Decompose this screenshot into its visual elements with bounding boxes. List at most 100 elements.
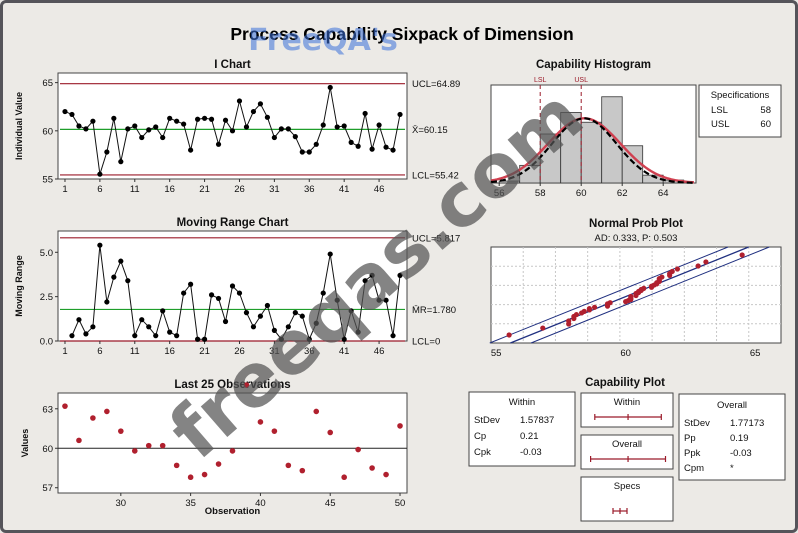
probability-point — [592, 305, 597, 310]
interval-label: Overall — [612, 439, 642, 450]
overall-stat-value: 1.77173 — [730, 418, 764, 429]
data-point — [146, 324, 151, 329]
data-point — [76, 123, 81, 128]
data-point — [69, 112, 74, 117]
x-tick-label: 55 — [491, 348, 502, 359]
data-point — [237, 98, 242, 103]
observation-point — [90, 415, 96, 421]
x-tick-label: 6 — [97, 184, 102, 195]
chart-title: I Chart — [214, 59, 251, 71]
interval-label: Specs — [614, 481, 641, 492]
x-tick-label: 41 — [339, 184, 350, 195]
data-point — [90, 119, 95, 124]
data-point — [62, 109, 67, 114]
probability-point — [740, 252, 745, 257]
data-point — [97, 243, 102, 248]
data-point — [223, 118, 228, 123]
observation-point — [146, 443, 152, 449]
y-tick-label: 63 — [42, 404, 53, 415]
x-tick-label: 50 — [395, 498, 406, 509]
watermark-top: FreeQA's — [248, 23, 398, 58]
y-axis-label: Values — [20, 429, 30, 458]
data-point — [125, 126, 130, 131]
data-point — [195, 337, 200, 342]
observation-point — [76, 438, 82, 444]
data-point — [132, 123, 137, 128]
data-point — [174, 333, 179, 338]
observation-point — [313, 409, 319, 415]
data-point — [181, 121, 186, 126]
chart-title: Normal Prob Plot — [589, 218, 683, 230]
data-point — [167, 330, 172, 335]
x-tick-label: 21 — [199, 346, 210, 357]
lcl-label: LCL=0 — [412, 337, 440, 348]
data-point — [335, 124, 340, 129]
probability-point — [659, 274, 664, 279]
probability-point — [566, 318, 571, 323]
observation-point — [272, 428, 278, 434]
data-point — [83, 126, 88, 131]
plot-area — [58, 73, 407, 179]
data-point — [272, 135, 277, 140]
probability-point — [670, 269, 675, 274]
specifications-title: Specifications — [711, 90, 770, 101]
observation-point — [132, 448, 138, 454]
probability-point — [641, 286, 646, 291]
x-tick-label: 6 — [97, 346, 102, 357]
data-point — [97, 172, 102, 177]
probability-point — [703, 259, 708, 264]
data-point — [286, 126, 291, 131]
data-point — [237, 290, 242, 295]
data-point — [244, 310, 249, 315]
data-point — [321, 122, 326, 127]
probability-point — [540, 325, 545, 330]
spec-name: LSL — [711, 105, 728, 116]
observation-point — [369, 465, 375, 471]
data-point — [370, 147, 375, 152]
x-tick-label: 16 — [164, 346, 175, 357]
data-point — [328, 85, 333, 90]
overall-stat-name: StDev — [684, 418, 710, 429]
data-point — [251, 109, 256, 114]
data-point — [244, 124, 249, 129]
within-stat-value: -0.03 — [520, 447, 542, 458]
data-point — [293, 134, 298, 139]
data-point — [83, 331, 88, 336]
data-point — [209, 117, 214, 122]
data-point — [202, 116, 207, 121]
data-point — [397, 112, 402, 117]
data-point — [146, 127, 151, 132]
probability-point — [582, 309, 587, 314]
probability-point — [696, 263, 701, 268]
data-point — [167, 116, 172, 121]
x-tick-label: 16 — [164, 184, 175, 195]
data-point — [139, 135, 144, 140]
data-point — [300, 149, 305, 154]
x-tick-label: 1 — [62, 184, 67, 195]
capability-plot-group: Capability Plot Within StDev 1.57837 Cp 0.21 C… — [469, 377, 785, 521]
data-point — [383, 145, 388, 150]
spec-name: USL — [711, 119, 729, 130]
observation-point — [355, 447, 361, 453]
data-point — [202, 337, 207, 342]
data-point — [160, 308, 165, 313]
data-point — [230, 128, 235, 133]
probability-point — [574, 312, 579, 317]
observation-point — [383, 472, 389, 478]
data-point — [111, 116, 116, 121]
y-tick-label: 60 — [42, 126, 53, 137]
within-header: Within — [509, 397, 535, 408]
observation-point — [62, 403, 68, 409]
y-axis-label: Moving Range — [14, 255, 24, 317]
x-tick-label: 36 — [304, 184, 315, 195]
ucl-label: UCL=64.89 — [412, 79, 460, 90]
overall-stat-value: 0.19 — [730, 433, 749, 444]
data-point — [104, 299, 109, 304]
data-point — [390, 147, 395, 152]
data-point — [307, 149, 312, 154]
chart-title: Capability Plot — [585, 377, 665, 389]
usl-label: USL — [574, 77, 588, 84]
center-label: M̄R=1.780 — [412, 305, 456, 316]
data-point — [118, 159, 123, 164]
observation-point — [188, 474, 194, 480]
